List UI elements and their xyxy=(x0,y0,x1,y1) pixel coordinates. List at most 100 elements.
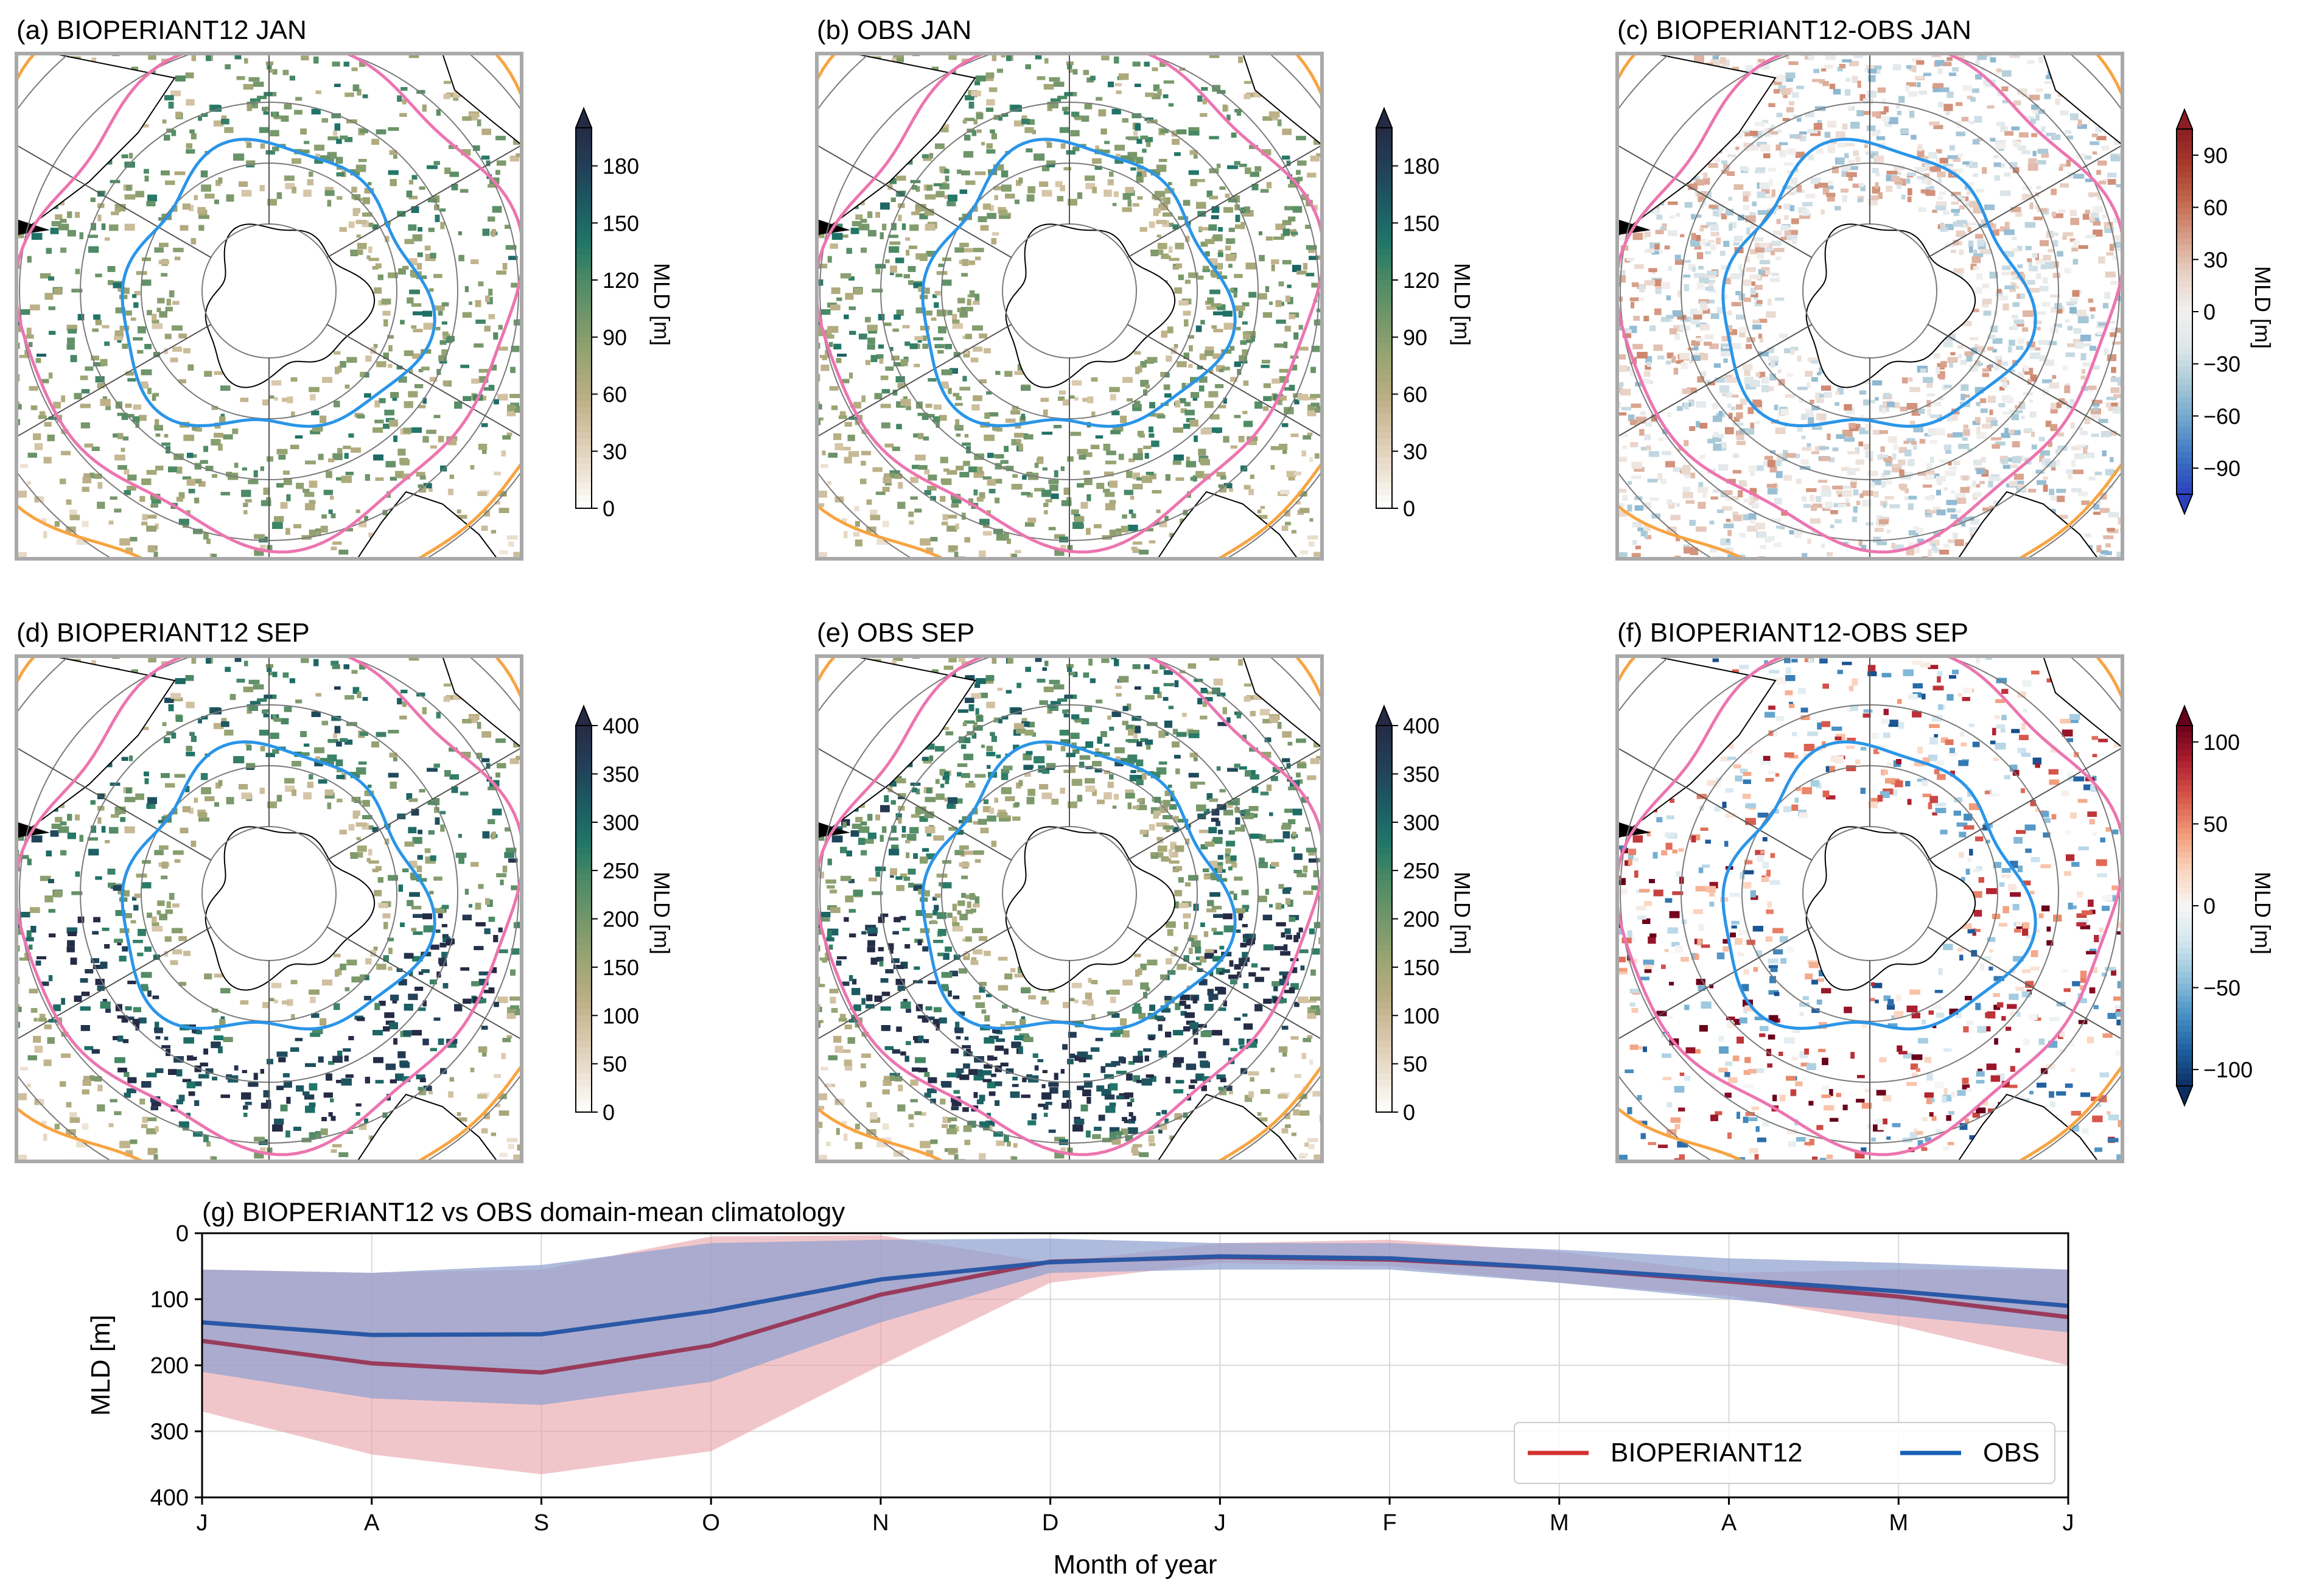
mld-cell xyxy=(752,110,758,114)
mld-cell xyxy=(67,229,76,237)
mld-cell xyxy=(477,36,485,40)
mld-cell xyxy=(1379,100,1388,106)
mld-cell xyxy=(791,294,802,301)
mld-cell xyxy=(292,158,301,164)
mld-cell xyxy=(570,383,575,389)
mld-cell xyxy=(413,329,423,332)
mld-cell xyxy=(114,454,125,461)
mld-cell xyxy=(1362,371,1369,377)
mld-cell xyxy=(1058,640,1067,645)
mld-cell xyxy=(341,45,352,51)
mld-cell xyxy=(422,18,428,23)
mld-cell xyxy=(316,616,322,619)
mld-cell xyxy=(127,486,136,491)
mld-cell xyxy=(775,100,778,103)
mld-cell xyxy=(538,96,543,100)
mld-cell xyxy=(391,597,402,602)
mld-cell xyxy=(284,604,294,609)
mld-cell xyxy=(95,320,102,326)
mld-cell xyxy=(462,116,472,121)
mld-cell xyxy=(226,658,236,665)
mld-cell xyxy=(606,295,613,301)
mld-cell xyxy=(329,641,336,646)
mld-cell xyxy=(164,135,170,141)
mld-cell xyxy=(833,343,842,349)
mld-cell xyxy=(1435,351,1444,355)
mld-cell xyxy=(548,250,559,256)
mld-cell xyxy=(335,593,341,598)
mld-cell xyxy=(174,171,186,175)
mld-cell xyxy=(539,148,546,153)
mld-cell xyxy=(909,343,918,349)
mld-cell xyxy=(269,395,275,399)
mld-cell xyxy=(254,534,265,539)
mld-cell xyxy=(152,394,156,401)
mld-cell xyxy=(130,317,136,321)
mld-cell xyxy=(560,177,566,181)
mld-cell xyxy=(427,165,438,169)
mld-cell xyxy=(567,497,575,502)
mld-cell xyxy=(964,537,971,543)
mld-cell xyxy=(978,216,987,222)
mld-cell xyxy=(1288,477,1295,481)
mld-cell xyxy=(178,492,185,499)
mld-cell xyxy=(448,7,456,14)
mld-cell xyxy=(320,155,331,161)
mld-cell xyxy=(113,282,124,289)
mld-cell xyxy=(567,497,575,502)
mld-cell xyxy=(91,589,100,595)
mld-cell xyxy=(6,235,10,240)
mld-cell xyxy=(31,233,43,240)
mld-cell xyxy=(352,212,359,216)
mld-cell xyxy=(69,597,75,602)
mld-cell xyxy=(870,597,875,602)
mld-cell xyxy=(481,423,488,427)
mld-cell xyxy=(1365,113,1370,119)
mld-cell xyxy=(79,232,83,239)
mld-cell xyxy=(600,418,607,425)
mld-cell xyxy=(272,522,283,529)
mld-cell xyxy=(409,258,418,266)
mld-cell xyxy=(363,567,368,574)
mld-cell xyxy=(523,350,530,355)
mld-cell xyxy=(1359,338,1363,342)
mld-cell xyxy=(80,404,91,408)
mld-cell xyxy=(1144,623,1153,629)
mld-cell xyxy=(777,152,787,157)
mld-cell xyxy=(629,333,635,338)
mld-cell xyxy=(352,618,362,624)
mld-cell xyxy=(538,68,543,72)
mld-cell xyxy=(1323,25,1328,32)
mld-cell xyxy=(345,639,354,643)
mld-cell xyxy=(320,415,327,423)
mld-cell xyxy=(530,301,535,306)
mld-cell xyxy=(1057,195,1064,201)
mld-cell xyxy=(551,385,562,391)
mld-cell xyxy=(97,214,102,222)
mld-cell xyxy=(1327,211,1335,217)
mld-cell xyxy=(345,630,354,635)
mld-cell xyxy=(449,474,454,479)
mld-cell xyxy=(90,197,96,202)
mld-cell xyxy=(362,94,368,99)
mld-cell xyxy=(418,405,426,408)
mld-cell xyxy=(800,183,810,190)
mld-cell xyxy=(1027,578,1037,583)
mld-cell xyxy=(384,410,394,416)
mld-cell xyxy=(245,499,252,503)
mld-cell xyxy=(1270,446,1281,450)
mld-cell xyxy=(119,326,130,331)
mld-cell xyxy=(18,552,27,559)
mld-cell xyxy=(1277,36,1285,40)
mld-cell xyxy=(194,478,202,484)
mld-cell xyxy=(763,419,772,422)
mld-cell xyxy=(223,590,229,594)
mld-cell xyxy=(354,569,359,573)
mld-cell xyxy=(896,424,902,430)
mld-cell xyxy=(265,150,275,155)
mld-cell xyxy=(147,388,152,394)
mld-cell xyxy=(428,586,437,589)
mld-cell xyxy=(769,89,775,94)
mld-cell xyxy=(347,609,354,613)
mld-cell xyxy=(478,37,488,42)
